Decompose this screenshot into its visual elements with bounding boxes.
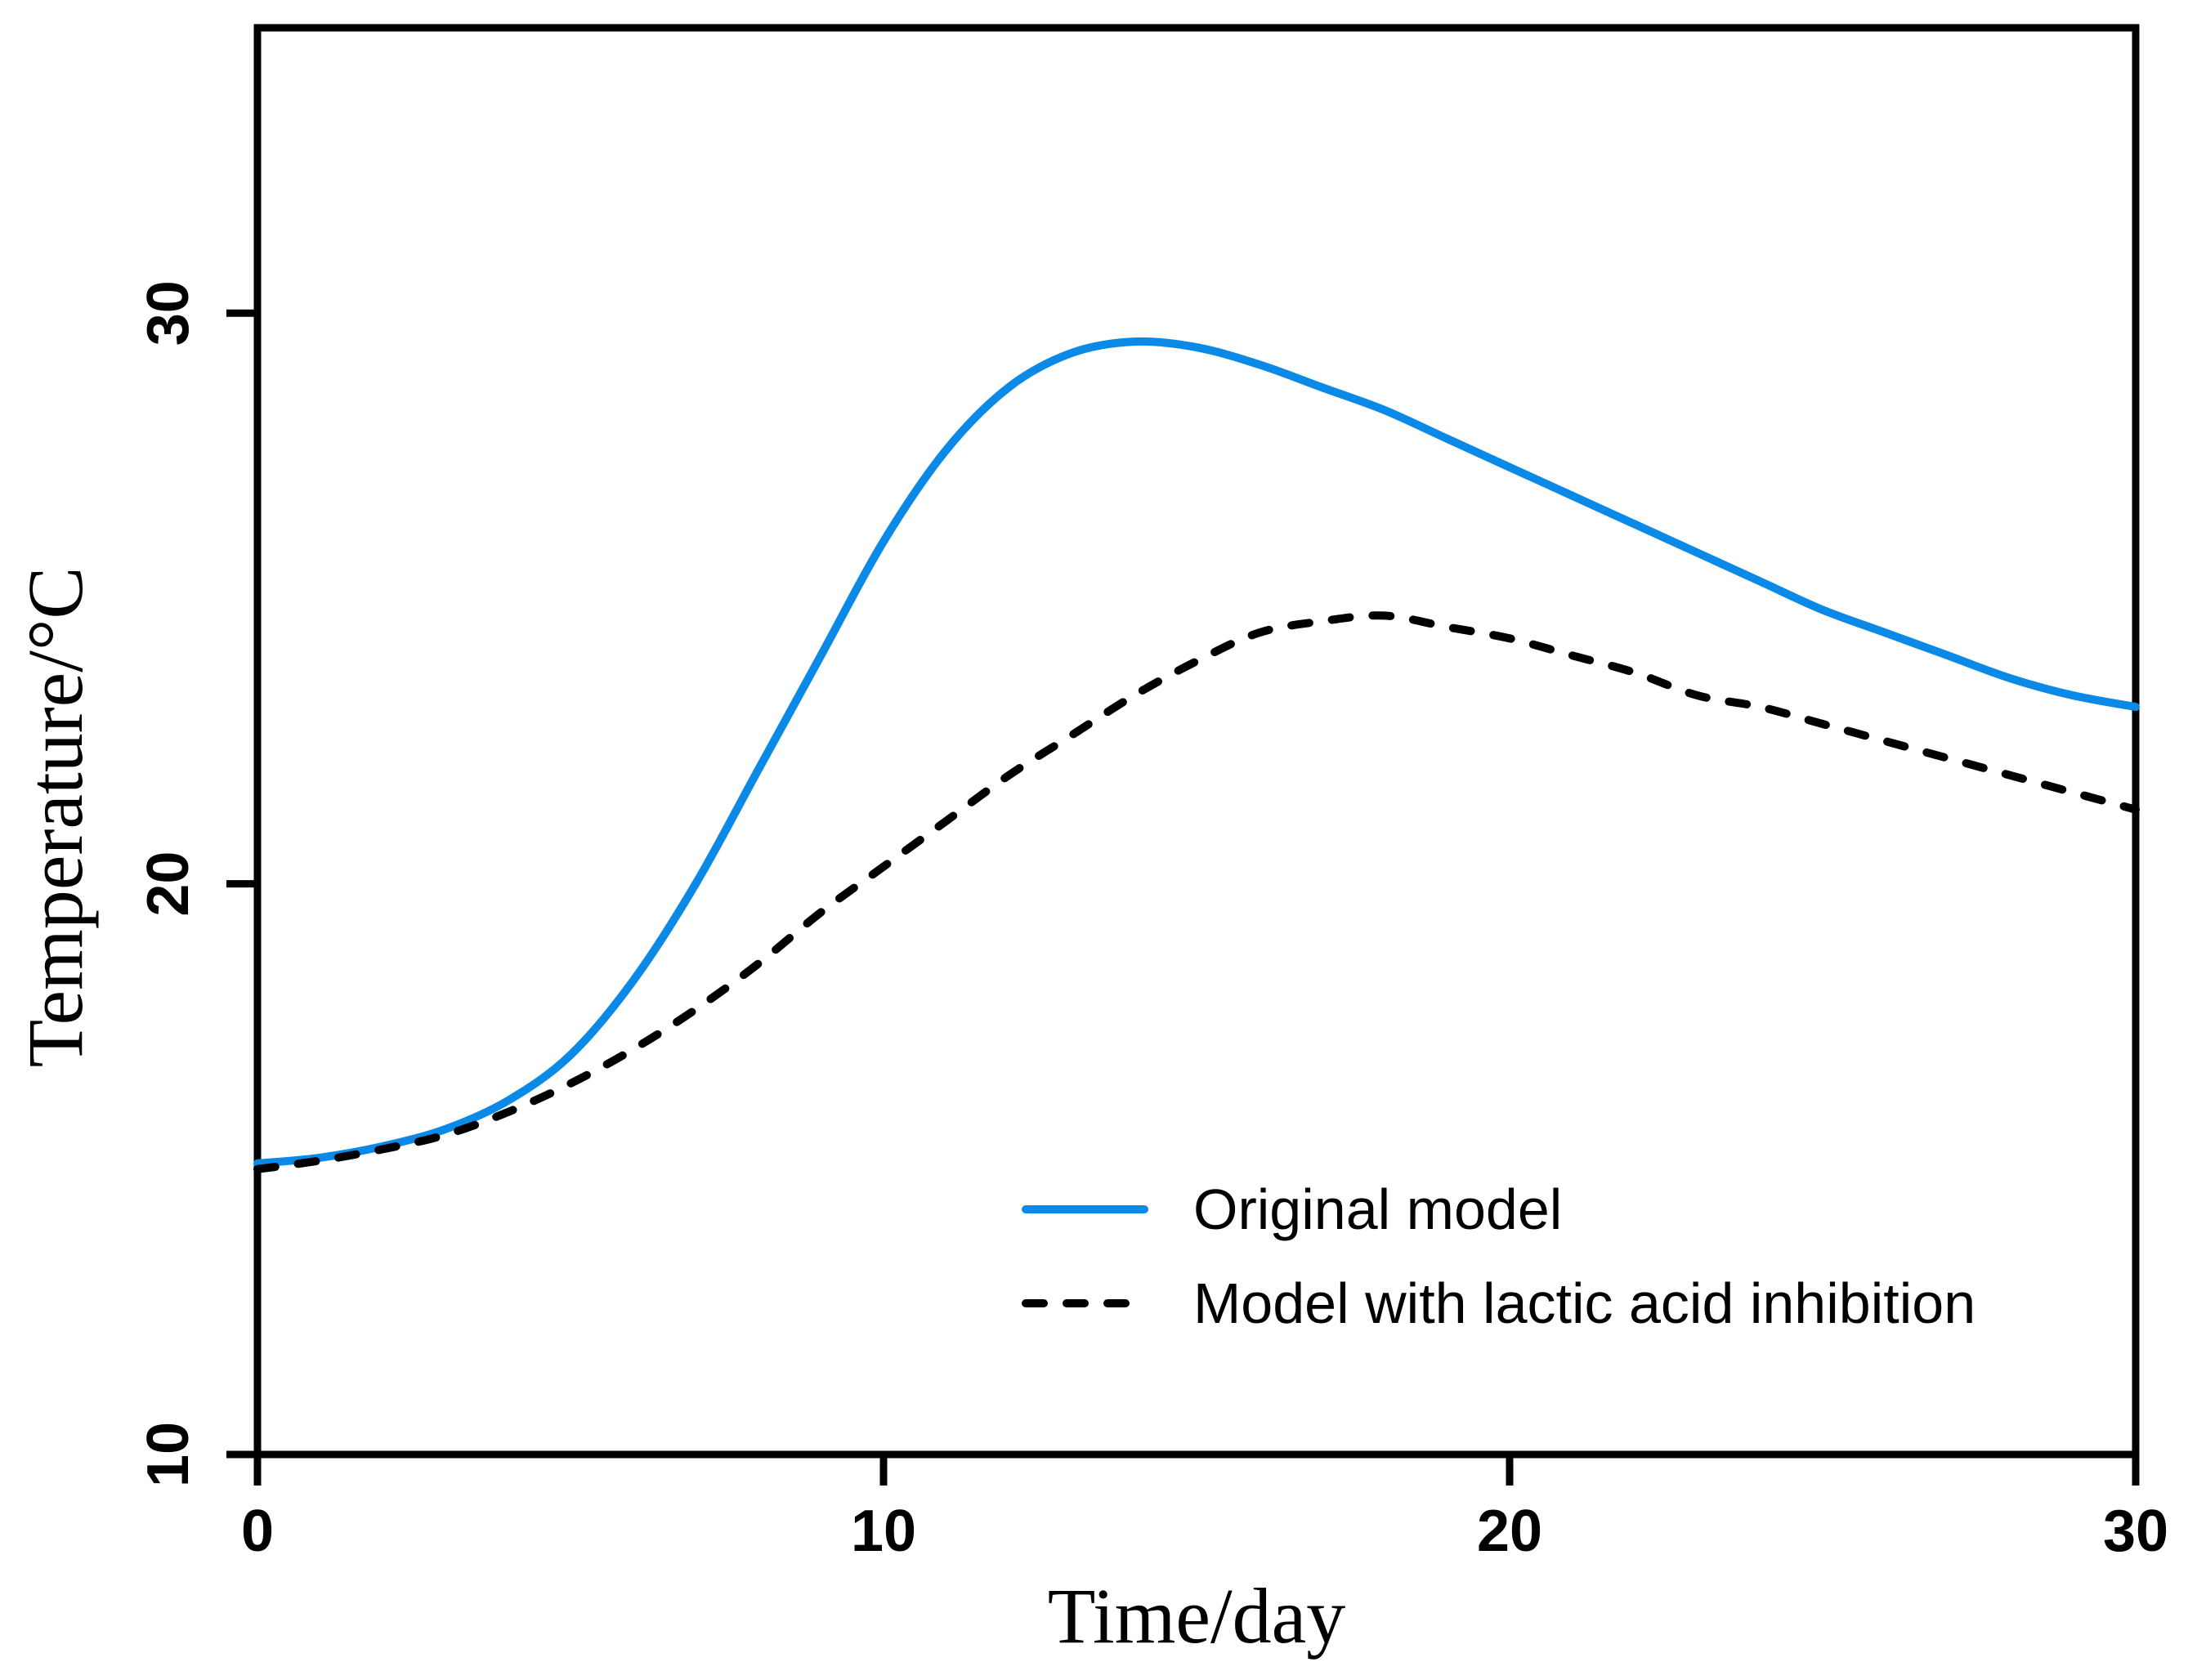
- y-tick-label: 10: [136, 1422, 201, 1487]
- series-line-1: [253, 337, 2140, 1168]
- x-tick-label: 0: [241, 1499, 274, 1564]
- x-tick-label: 10: [851, 1499, 916, 1564]
- x-tick-label: 20: [1477, 1499, 1542, 1564]
- axis-ticks: 0 10 20 30 10 20 30: [136, 280, 2168, 1564]
- plot-frame: [253, 24, 2140, 1459]
- series-line-2: [253, 611, 2140, 1173]
- y-tick-label: 20: [136, 851, 201, 917]
- x-axis-title: Time/day: [1048, 1572, 1346, 1660]
- legend: Original model Model with lactic acid inh…: [1022, 1177, 1975, 1335]
- y-axis-title: Temperature/°C: [11, 567, 99, 1068]
- x-tick-label: 30: [2103, 1499, 2168, 1564]
- legend-label-2: Model with lactic acid inhibition: [1193, 1271, 1975, 1335]
- legend-label-1: Original model: [1193, 1177, 1562, 1241]
- series-lines: [253, 337, 2140, 1173]
- y-tick-label: 30: [136, 280, 201, 346]
